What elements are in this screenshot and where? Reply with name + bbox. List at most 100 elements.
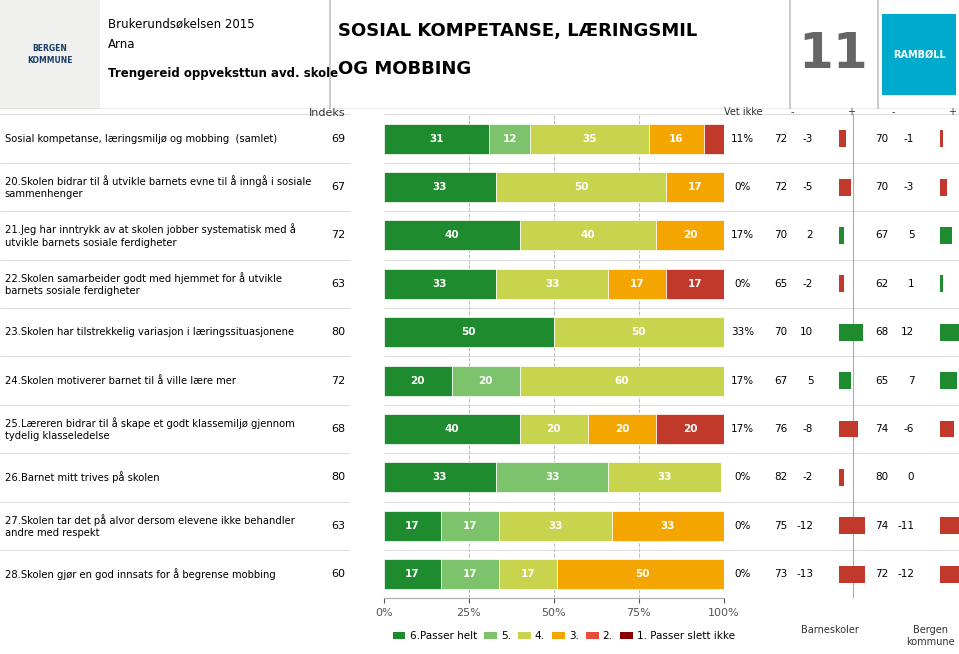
- Text: 80: 80: [331, 327, 345, 337]
- Bar: [839, 566, 865, 583]
- Text: 60: 60: [615, 375, 629, 386]
- Text: 12: 12: [503, 133, 517, 144]
- Bar: [489, 124, 530, 154]
- Bar: [384, 511, 441, 541]
- Text: 80: 80: [331, 472, 345, 483]
- Text: 20: 20: [683, 424, 697, 434]
- Bar: [608, 462, 720, 492]
- Text: 74: 74: [875, 521, 888, 531]
- Text: 17%: 17%: [732, 375, 755, 386]
- Text: 72: 72: [774, 182, 787, 192]
- Text: 1: 1: [908, 279, 914, 289]
- Bar: [0, 0, 100, 109]
- Text: 50: 50: [632, 327, 646, 337]
- Bar: [384, 124, 489, 154]
- Legend: 6.Passer helt, 5., 4., 3., 2., 1. Passer slett ikke: 6.Passer helt, 5., 4., 3., 2., 1. Passer…: [388, 627, 738, 645]
- Bar: [520, 366, 724, 396]
- Text: 40: 40: [580, 230, 596, 241]
- Text: 63: 63: [331, 521, 345, 531]
- Text: 26.Barnet mitt trives på skolen: 26.Barnet mitt trives på skolen: [5, 472, 159, 483]
- Text: 17: 17: [406, 569, 420, 579]
- Bar: [384, 269, 496, 299]
- Bar: [384, 559, 441, 589]
- Text: 35: 35: [582, 133, 596, 144]
- Bar: [496, 462, 608, 492]
- Text: 11%: 11%: [732, 133, 755, 144]
- Text: -5: -5: [803, 182, 813, 192]
- Text: 5: 5: [807, 375, 813, 386]
- Text: 68: 68: [331, 424, 345, 434]
- Text: BERGEN
KOMMUNE: BERGEN KOMMUNE: [27, 44, 73, 65]
- Text: 23.Skolen har tilstrekkelig variasjon i læringssituasjonene: 23.Skolen har tilstrekkelig variasjon i …: [5, 327, 293, 337]
- Text: 0%: 0%: [735, 569, 751, 579]
- Bar: [839, 421, 858, 438]
- Bar: [940, 372, 957, 389]
- Text: 74: 74: [875, 424, 888, 434]
- Text: 63: 63: [331, 279, 345, 289]
- Text: 72: 72: [774, 133, 787, 144]
- Text: 50: 50: [635, 569, 649, 579]
- Text: 17: 17: [630, 279, 644, 289]
- Bar: [839, 469, 844, 486]
- Text: 70: 70: [875, 133, 888, 144]
- Text: 72: 72: [331, 375, 345, 386]
- Text: Indeks: Indeks: [309, 109, 345, 118]
- Bar: [940, 517, 959, 534]
- Bar: [384, 366, 452, 396]
- Text: 17: 17: [688, 279, 702, 289]
- Text: 60: 60: [331, 569, 345, 579]
- Bar: [441, 511, 500, 541]
- Text: 67: 67: [875, 230, 888, 241]
- Bar: [704, 124, 724, 154]
- Text: 80: 80: [875, 472, 888, 483]
- Text: -: -: [892, 107, 895, 117]
- Text: 11: 11: [798, 30, 868, 78]
- Bar: [496, 269, 608, 299]
- Text: -2: -2: [803, 472, 813, 483]
- Text: RAMBØLL: RAMBØLL: [893, 50, 946, 60]
- Text: 33: 33: [545, 279, 559, 289]
- Bar: [384, 220, 520, 250]
- Text: 50: 50: [573, 182, 588, 192]
- Bar: [554, 317, 724, 347]
- Text: -1: -1: [904, 133, 914, 144]
- Text: 70: 70: [774, 327, 787, 337]
- Text: 22.Skolen samarbeider godt med hjemmet for å utvikle
barnets sosiale ferdigheter: 22.Skolen samarbeider godt med hjemmet f…: [5, 271, 282, 296]
- Text: Barneskoler: Barneskoler: [801, 625, 858, 635]
- Text: -11: -11: [898, 521, 914, 531]
- Bar: [384, 172, 496, 202]
- Text: 20: 20: [683, 230, 697, 241]
- Text: 7: 7: [908, 375, 914, 386]
- Bar: [520, 414, 588, 444]
- Bar: [667, 172, 724, 202]
- Bar: [940, 179, 947, 196]
- Text: 0%: 0%: [735, 521, 751, 531]
- Bar: [839, 372, 851, 389]
- Text: 70: 70: [774, 230, 787, 241]
- Bar: [612, 511, 724, 541]
- Text: 20.Skolen bidrar til å utvikle barnets evne til å inngå i sosiale
sammenhenger: 20.Skolen bidrar til å utvikle barnets e…: [5, 175, 311, 199]
- Text: 31: 31: [429, 133, 444, 144]
- Text: Brukerundsøkelsen 2015: Brukerundsøkelsen 2015: [108, 17, 255, 30]
- Text: 73: 73: [774, 569, 787, 579]
- Text: 72: 72: [331, 230, 345, 241]
- Bar: [656, 220, 724, 250]
- Text: 40: 40: [444, 230, 459, 241]
- Text: 33: 33: [433, 472, 447, 483]
- Text: -8: -8: [803, 424, 813, 434]
- Bar: [384, 317, 554, 347]
- Bar: [520, 220, 656, 250]
- Text: 12: 12: [901, 327, 914, 337]
- Text: 68: 68: [875, 327, 888, 337]
- Bar: [839, 275, 844, 292]
- Text: 65: 65: [875, 375, 888, 386]
- Bar: [384, 462, 496, 492]
- Bar: [452, 366, 520, 396]
- Bar: [940, 227, 952, 244]
- Text: 69: 69: [331, 133, 345, 144]
- Text: 65: 65: [774, 279, 787, 289]
- Text: 20: 20: [615, 424, 629, 434]
- Text: 67: 67: [774, 375, 787, 386]
- Text: SOSIAL KOMPETANSE, LÆRINGSMIL: SOSIAL KOMPETANSE, LÆRINGSMIL: [338, 22, 697, 41]
- Text: 17%: 17%: [732, 230, 755, 241]
